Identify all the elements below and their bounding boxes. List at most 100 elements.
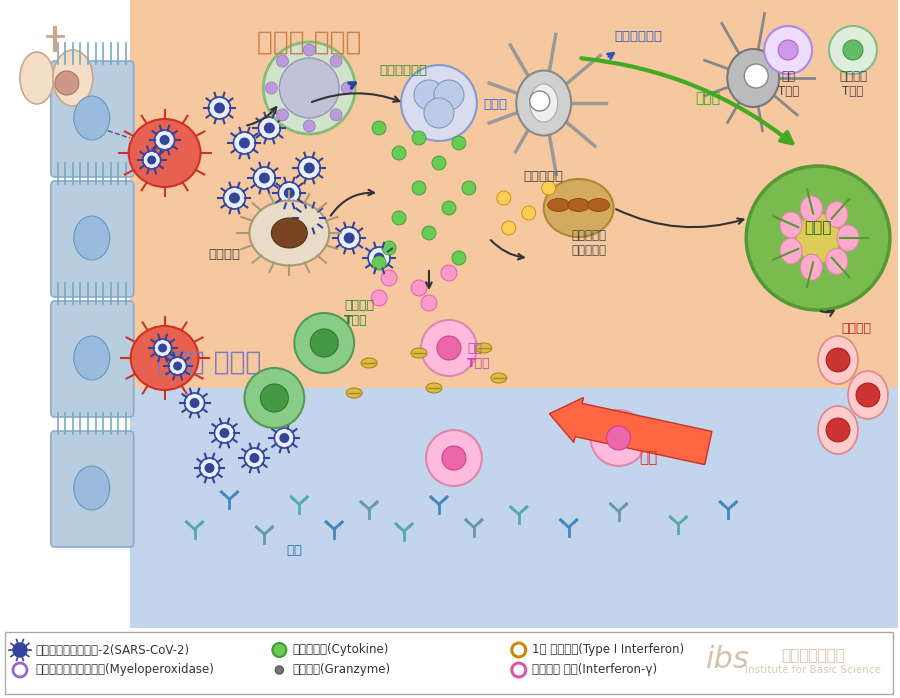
Circle shape — [274, 428, 294, 448]
FancyArrow shape — [549, 398, 712, 465]
Circle shape — [158, 343, 167, 352]
Ellipse shape — [491, 373, 507, 383]
Circle shape — [233, 132, 256, 154]
Ellipse shape — [130, 326, 199, 390]
Ellipse shape — [476, 343, 491, 353]
Circle shape — [432, 156, 446, 170]
Ellipse shape — [426, 383, 442, 393]
Circle shape — [200, 458, 220, 478]
Circle shape — [304, 212, 315, 223]
Circle shape — [273, 643, 286, 657]
Ellipse shape — [74, 336, 110, 380]
Circle shape — [264, 42, 356, 134]
Circle shape — [284, 188, 295, 198]
Text: 세포독성
T세포: 세포독성 T세포 — [839, 70, 867, 98]
Circle shape — [392, 211, 406, 225]
Circle shape — [303, 44, 315, 56]
Circle shape — [374, 253, 384, 264]
Circle shape — [294, 313, 355, 373]
Text: 호중구: 호중구 — [484, 98, 508, 112]
Circle shape — [441, 265, 457, 281]
Text: 도움
T세포: 도움 T세포 — [467, 342, 491, 370]
Ellipse shape — [826, 248, 848, 274]
Circle shape — [303, 120, 315, 132]
Circle shape — [422, 226, 436, 240]
Circle shape — [55, 71, 79, 95]
Circle shape — [424, 98, 454, 128]
Ellipse shape — [848, 371, 888, 419]
Circle shape — [298, 157, 320, 179]
Circle shape — [279, 58, 339, 118]
Ellipse shape — [588, 198, 609, 211]
Circle shape — [229, 193, 240, 204]
Circle shape — [452, 251, 466, 265]
Circle shape — [304, 163, 315, 174]
Text: 대식세포: 대식세포 — [209, 248, 240, 262]
Circle shape — [826, 348, 850, 372]
FancyBboxPatch shape — [51, 61, 134, 177]
Text: 사스코로나바이러스-2(SARS-CoV-2): 사스코로나바이러스-2(SARS-CoV-2) — [35, 644, 189, 657]
Circle shape — [330, 109, 342, 121]
Text: 수지상세포: 수지상세포 — [524, 170, 563, 182]
Text: 선천성 면역계: 선천성 면역계 — [257, 30, 362, 56]
Circle shape — [778, 40, 798, 60]
Circle shape — [278, 182, 301, 204]
Circle shape — [856, 383, 880, 407]
Text: 도움
T세포: 도움 T세포 — [778, 70, 799, 98]
Circle shape — [371, 290, 387, 306]
Text: ibs: ibs — [706, 646, 751, 674]
Text: 림프관: 림프관 — [696, 91, 721, 105]
Circle shape — [279, 433, 289, 443]
Ellipse shape — [800, 254, 823, 281]
Text: 혈관: 혈관 — [639, 450, 658, 466]
Circle shape — [190, 398, 200, 408]
Circle shape — [209, 97, 230, 119]
Ellipse shape — [272, 218, 307, 248]
Bar — [130, 0, 898, 388]
Circle shape — [155, 130, 175, 150]
Circle shape — [276, 109, 288, 121]
Text: 기초과학연구원: 기초과학연구원 — [781, 648, 845, 664]
Ellipse shape — [826, 202, 848, 228]
Text: 후천성 면역계: 후천성 면역계 — [158, 350, 262, 376]
Circle shape — [372, 256, 386, 270]
Circle shape — [204, 463, 214, 473]
Circle shape — [411, 280, 427, 296]
Text: 사이토카인(Cytokine): 사이토카인(Cytokine) — [292, 644, 389, 657]
Text: 형질세포: 형질세포 — [841, 322, 871, 334]
Circle shape — [744, 64, 769, 88]
Circle shape — [829, 26, 877, 74]
Ellipse shape — [727, 49, 779, 107]
Ellipse shape — [568, 198, 590, 211]
Ellipse shape — [411, 348, 427, 358]
Ellipse shape — [20, 52, 54, 104]
Circle shape — [434, 80, 464, 110]
Circle shape — [338, 227, 360, 249]
Circle shape — [421, 295, 437, 311]
Circle shape — [382, 241, 396, 255]
Circle shape — [168, 357, 186, 375]
FancyBboxPatch shape — [51, 301, 134, 417]
Circle shape — [258, 117, 280, 139]
Ellipse shape — [53, 50, 93, 106]
Ellipse shape — [74, 466, 110, 510]
Circle shape — [264, 123, 274, 133]
Ellipse shape — [346, 388, 362, 398]
Text: 항체: 항체 — [286, 544, 302, 556]
Circle shape — [275, 666, 284, 674]
Circle shape — [245, 368, 304, 428]
Circle shape — [381, 270, 397, 286]
Bar — [130, 388, 898, 628]
Circle shape — [401, 65, 477, 141]
Circle shape — [421, 320, 477, 376]
Circle shape — [497, 191, 511, 205]
Circle shape — [412, 181, 426, 195]
Circle shape — [542, 181, 555, 195]
Circle shape — [223, 187, 246, 209]
Ellipse shape — [517, 70, 572, 135]
Circle shape — [159, 135, 169, 145]
Text: 인터페론 감마(Interferon-γ): 인터페론 감마(Interferon-γ) — [532, 664, 657, 676]
Text: 형질세포형
수지상세포: 형질세포형 수지상세포 — [572, 229, 606, 257]
Circle shape — [414, 80, 444, 110]
Circle shape — [452, 136, 466, 150]
